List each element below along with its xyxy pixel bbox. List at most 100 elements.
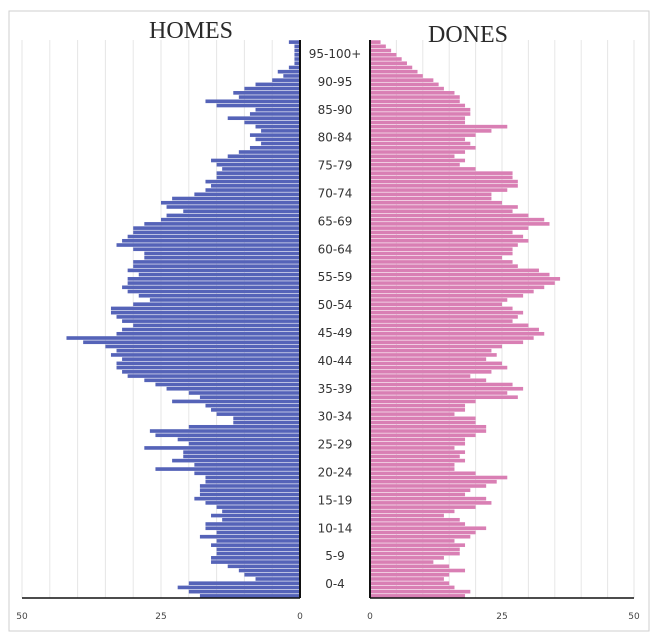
dones-bar <box>370 163 460 167</box>
homes-bar <box>256 138 300 142</box>
dones-bar <box>370 99 460 103</box>
dones-bar <box>370 429 486 433</box>
dones-bar <box>370 404 465 408</box>
dones-bar <box>370 315 518 319</box>
dones-bar <box>370 273 550 277</box>
dones-bar <box>370 40 381 44</box>
homes-bar <box>133 264 300 268</box>
homes-bar <box>261 129 300 133</box>
homes-bar <box>228 564 300 568</box>
homes-bar <box>117 332 300 336</box>
dones-bar <box>370 235 523 239</box>
homes-bar <box>200 395 300 399</box>
homes-bar <box>161 201 300 205</box>
dones-bar <box>370 66 412 70</box>
dones-bar <box>370 433 476 437</box>
homes-bar <box>256 577 300 581</box>
dones-bar <box>370 154 454 158</box>
dones-bar <box>370 307 513 311</box>
age-label: 10-14 <box>318 521 353 535</box>
dones-bar <box>370 239 528 243</box>
homes-bar <box>105 345 300 349</box>
dones-bar <box>370 125 507 129</box>
dones-bar <box>370 184 518 188</box>
dones-bar <box>370 442 465 446</box>
dones-bar <box>370 505 476 509</box>
homes-bar <box>211 556 300 560</box>
homes-bar <box>217 104 300 108</box>
dones-bar <box>370 138 465 142</box>
dones-bar <box>370 133 476 137</box>
homes-bar <box>200 535 300 539</box>
homes-bar <box>239 569 300 573</box>
age-label: 55-59 <box>318 270 353 284</box>
homes-bar <box>144 252 300 256</box>
dones-bar <box>370 214 528 218</box>
homes-bar <box>244 87 300 91</box>
dones-bar <box>370 548 460 552</box>
age-label: 60-64 <box>318 242 353 256</box>
dones-bar <box>370 95 460 99</box>
homes-bar <box>144 446 300 450</box>
homes-bar <box>205 99 300 103</box>
dones-bar <box>370 408 465 412</box>
homes-bar <box>117 349 300 353</box>
homes-bar <box>205 180 300 184</box>
homes-bar <box>150 429 300 433</box>
dones-bar <box>370 349 491 353</box>
dones-bar <box>370 543 465 547</box>
dones-bar <box>370 74 423 78</box>
dones-bar <box>370 87 444 91</box>
dones-bar <box>370 188 507 192</box>
dones-bar <box>370 353 497 357</box>
homes-bar <box>244 121 300 125</box>
homes-bar <box>111 307 300 311</box>
dones-bar <box>370 209 513 213</box>
age-label: 35-39 <box>318 382 353 396</box>
dones-bar <box>370 493 465 497</box>
homes-bar <box>194 192 300 196</box>
dones-bar <box>370 340 523 344</box>
dones-bar <box>370 226 528 230</box>
age-label: 45-49 <box>318 326 353 340</box>
homes-bar <box>194 463 300 467</box>
homes-bar <box>183 209 300 213</box>
homes-bar <box>217 163 300 167</box>
dones-bar <box>370 57 402 61</box>
homes-bar <box>261 142 300 146</box>
homes-bar <box>211 184 300 188</box>
homes-bar <box>133 231 300 235</box>
dones-bar <box>370 400 476 404</box>
dones-bar <box>370 83 439 87</box>
dones-bar <box>370 531 476 535</box>
homes-bar <box>250 133 300 137</box>
dones-bar <box>370 573 449 577</box>
homes-bar <box>66 336 300 340</box>
dones-bar <box>370 438 465 442</box>
homes-bar <box>172 459 300 463</box>
dones-bar <box>370 497 486 501</box>
x-tick-left: 0 <box>297 612 303 622</box>
homes-bar <box>200 594 300 598</box>
homes-bar <box>183 450 300 454</box>
age-label: 20-24 <box>318 465 353 479</box>
homes-bar <box>128 290 300 294</box>
homes-bar <box>117 315 300 319</box>
dones-bar <box>370 176 513 180</box>
homes-bar <box>144 256 300 260</box>
dones-bar <box>370 476 507 480</box>
homes-bar <box>205 476 300 480</box>
homes-bar <box>211 514 300 518</box>
dones-bar <box>370 518 460 522</box>
dones-bar <box>370 260 513 264</box>
homes-title: HOMES <box>149 18 233 44</box>
homes-bar <box>228 116 300 120</box>
age-label: 85-90 <box>318 103 353 117</box>
age-label: 75-79 <box>318 159 353 173</box>
dones-bar <box>370 247 513 251</box>
dones-bar <box>370 150 465 154</box>
dones-bar <box>370 252 513 256</box>
dones-bar <box>370 522 465 526</box>
homes-bar <box>183 455 300 459</box>
homes-bar <box>122 285 300 289</box>
